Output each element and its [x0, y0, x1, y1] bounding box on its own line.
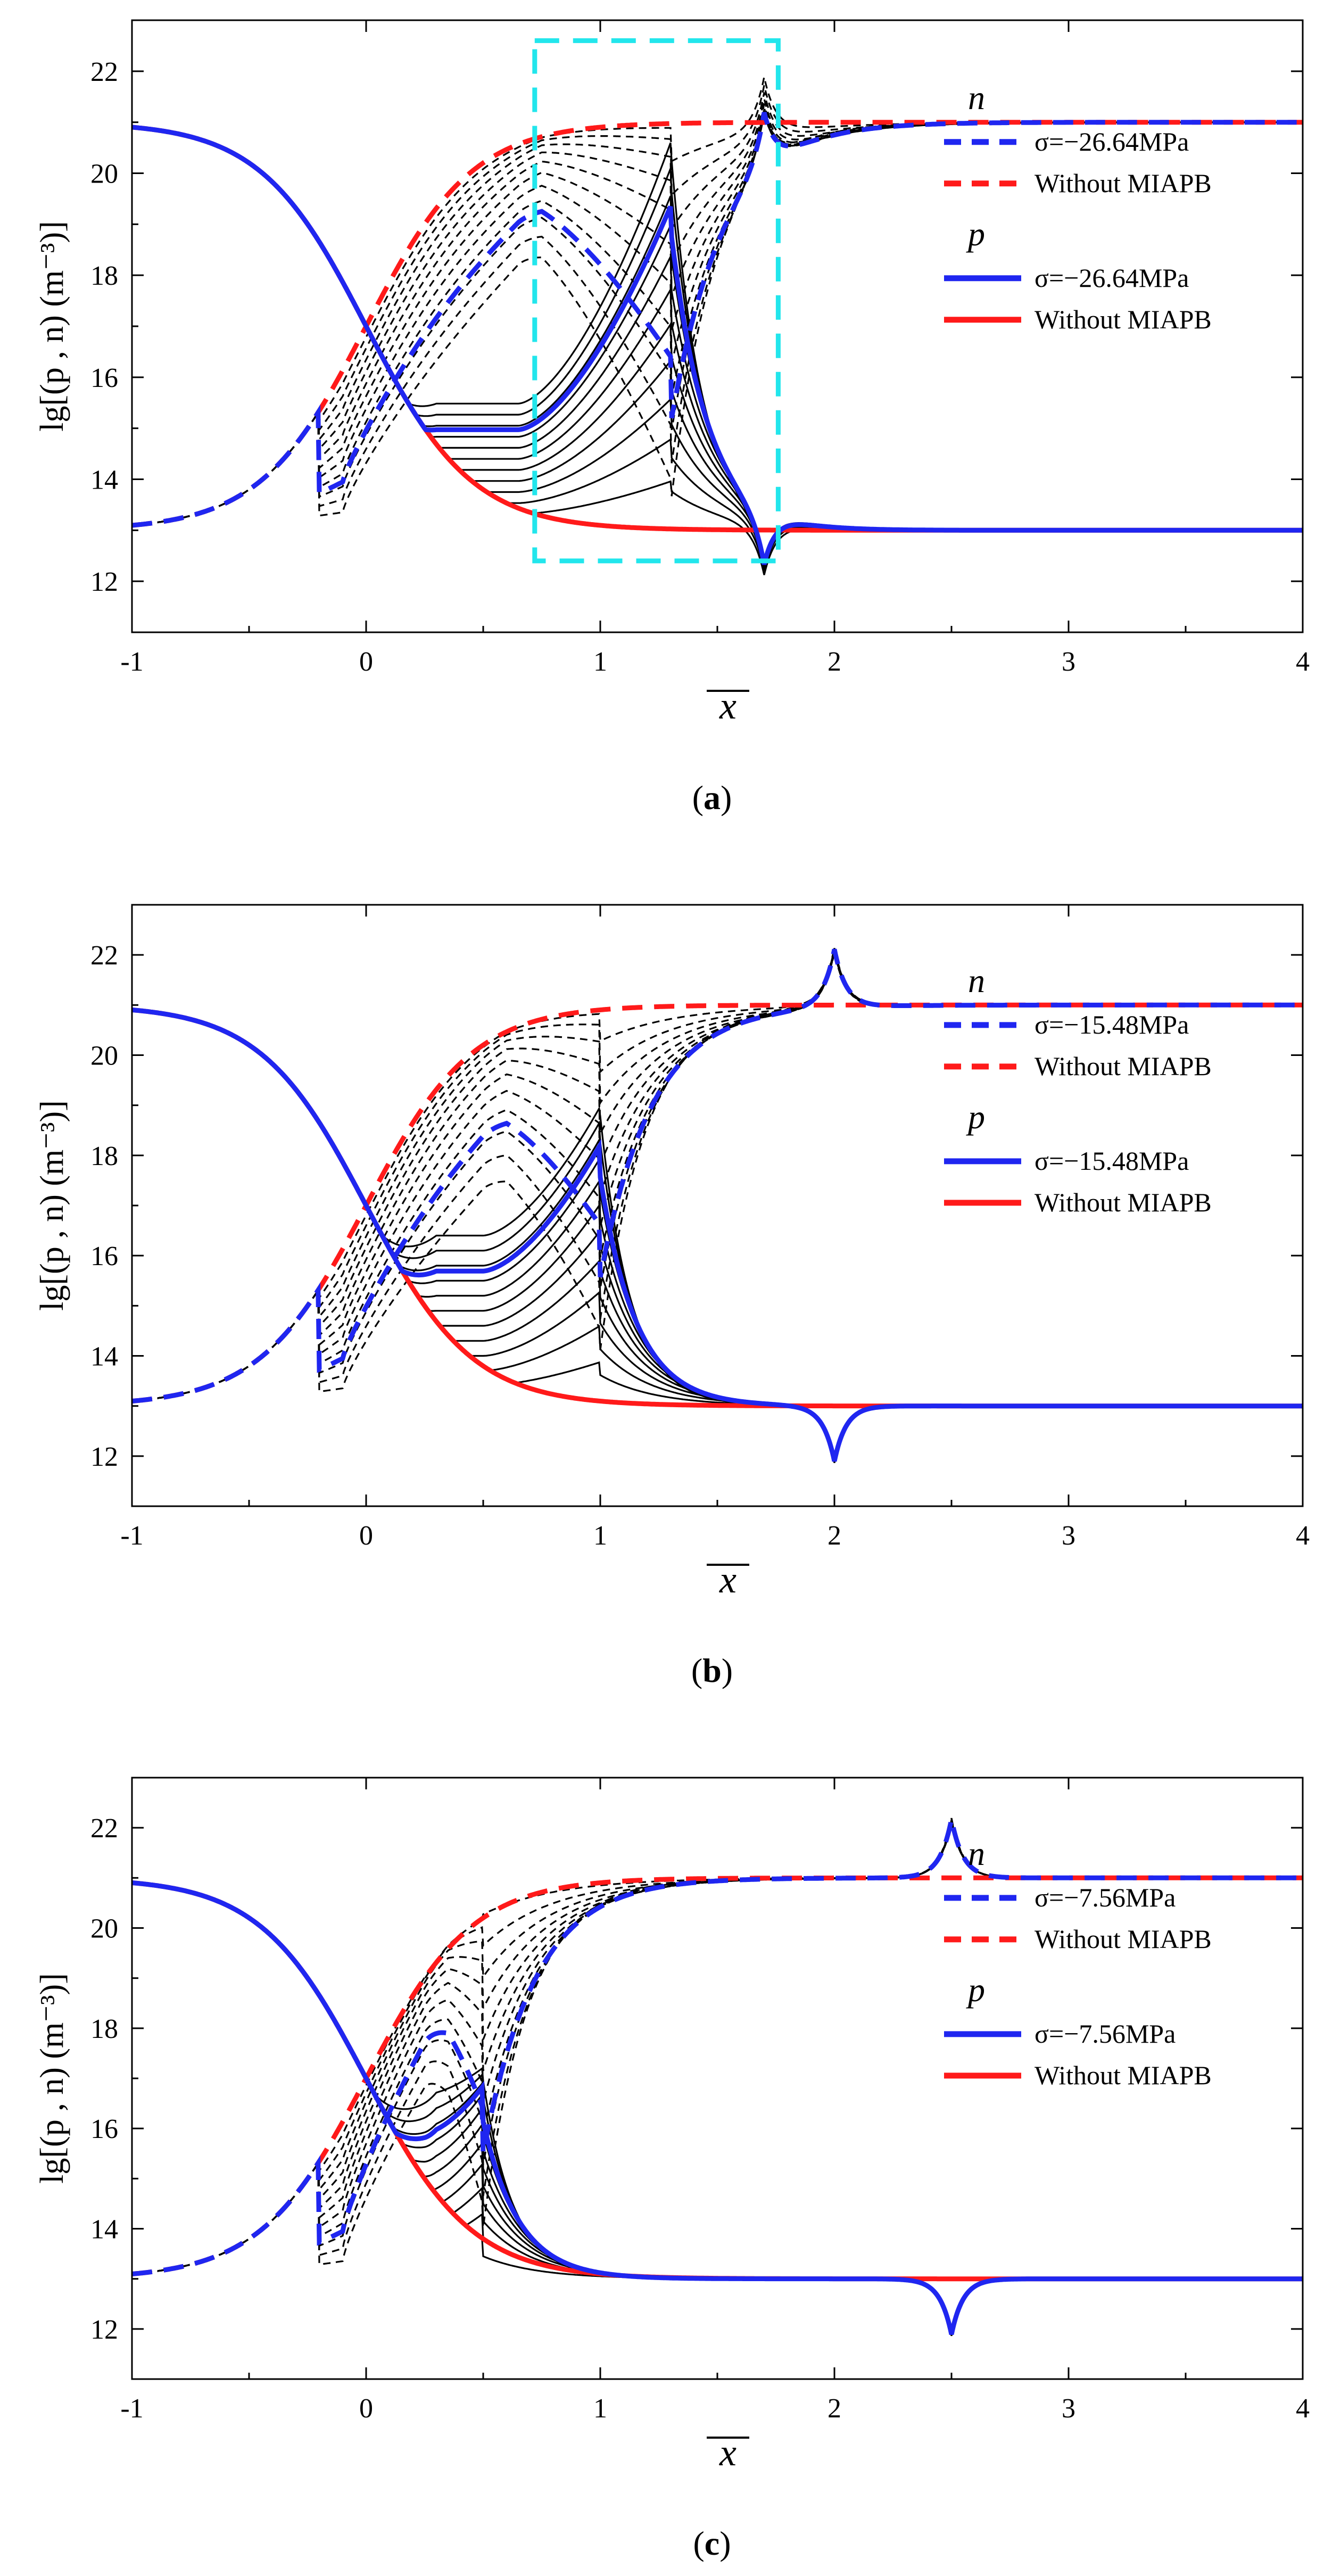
- x-tick-label: -1: [120, 2393, 143, 2424]
- x-tick-label: 0: [359, 1521, 373, 1551]
- legend-n-var: n: [968, 79, 985, 117]
- x-tick-label: 1: [593, 1521, 607, 1551]
- legend-p-var: p: [966, 215, 985, 253]
- legend: n σ=−7.56MPa Without MIAPB p σ=−7.56MPa Witho…: [944, 1835, 1212, 2090]
- n-family-series: [132, 107, 1303, 526]
- n-baseline-series: [132, 1002, 1303, 1403]
- y-tick-label: 20: [90, 1041, 118, 1071]
- y-axis-label: lg[(p , n) (m⁻³)]: [34, 221, 70, 432]
- panel-caption-letter: a: [704, 779, 721, 816]
- x-tick-label: 1: [593, 2393, 607, 2424]
- x-tick-label: 1: [593, 647, 607, 677]
- legend-p-baseline-label: Without MIAPB: [1035, 1187, 1212, 1217]
- panel-caption: (a): [692, 779, 732, 816]
- x-tick-label: 4: [1296, 1521, 1310, 1551]
- n-baseline-series: [132, 1875, 1303, 2276]
- n-stressed-series: [132, 948, 1303, 1403]
- panel-caption-letter: b: [702, 1652, 722, 1689]
- y-tick-label: 22: [90, 940, 118, 971]
- x-tick-label: 3: [1062, 647, 1075, 677]
- legend-n-stressed-label: σ=−15.48MPa: [1035, 1010, 1189, 1039]
- legend-p-baseline-label: Without MIAPB: [1035, 2060, 1212, 2090]
- y-tick-label: 14: [90, 465, 118, 496]
- x-tick-label: 0: [359, 2393, 373, 2424]
- n-baseline-series: [132, 120, 1303, 528]
- y-tick-label: 18: [90, 2014, 118, 2044]
- legend: n σ=−15.48MPa Without MIAPB p σ=−15.48MPa Wit…: [944, 962, 1212, 1217]
- legend-n-var: n: [968, 1835, 985, 1872]
- y-tick-label: 12: [90, 567, 118, 597]
- y-tick-label: 20: [90, 1914, 118, 1944]
- n-family-series: [132, 77, 1303, 526]
- legend-p-var: p: [966, 1971, 985, 2009]
- legend-n-baseline-label: Without MIAPB: [1035, 1924, 1212, 1954]
- plot-area-a: [132, 77, 1303, 575]
- x-tick-label: 2: [828, 647, 841, 677]
- y-tick-label: 20: [90, 159, 118, 189]
- p-stressed-series: [132, 1008, 1303, 1462]
- legend-n-stressed-label: σ=−7.56MPa: [1035, 1883, 1176, 1912]
- legend: n σ=−26.64MPa Without MIAPB p σ=−26.64MPa Wit…: [944, 79, 1212, 334]
- x-tick-label: -1: [120, 647, 143, 677]
- panel-caption-letter: c: [705, 2524, 719, 2562]
- legend-p-stressed-label: σ=−15.48MPa: [1035, 1146, 1189, 1176]
- legend-p-var: p: [966, 1098, 985, 1136]
- y-tick-label: 14: [90, 1342, 118, 1372]
- y-tick-label: 18: [90, 1141, 118, 1171]
- highlight-box: [532, 38, 781, 564]
- y-tick-label: 22: [90, 57, 118, 87]
- legend-p-stressed-label: σ=−7.56MPa: [1035, 2019, 1176, 2049]
- y-tick-label: 16: [90, 2114, 118, 2144]
- n-family-series: [132, 109, 1303, 526]
- n-family-series: [132, 1820, 1303, 2275]
- n-family-series: [132, 1819, 1303, 2275]
- y-tick-label: 12: [90, 2315, 118, 2345]
- y-tick-label: 16: [90, 363, 118, 393]
- panel-caption: (b): [691, 1652, 733, 1689]
- x-tick-label: 3: [1062, 1521, 1075, 1551]
- y-tick-label: 14: [90, 2215, 118, 2245]
- x-tick-label: 0: [359, 647, 373, 677]
- n-family-series: [132, 85, 1303, 526]
- x-tick-label: 4: [1296, 2393, 1310, 2424]
- legend-n-baseline-label: Without MIAPB: [1035, 1051, 1212, 1081]
- legend-n-stressed-label: σ=−26.64MPa: [1035, 127, 1189, 156]
- y-tick-label: 16: [90, 1241, 118, 1272]
- y-tick-label: 22: [90, 1813, 118, 1844]
- n-family-series: [132, 952, 1303, 1402]
- x-tick-label: -1: [120, 1521, 143, 1551]
- legend-p-stressed-label: σ=−26.64MPa: [1035, 263, 1189, 293]
- n-family-series: [132, 951, 1303, 1402]
- x-tick-label: 2: [828, 1521, 841, 1551]
- x-tick-label: 2: [828, 2393, 841, 2424]
- p-stressed-series: [132, 125, 1303, 565]
- y-tick-label: 12: [90, 1442, 118, 1472]
- legend-n-baseline-label: Without MIAPB: [1035, 168, 1212, 198]
- legend-p-baseline-label: Without MIAPB: [1035, 304, 1212, 334]
- y-axis-label: lg[(p , n) (m⁻³)]: [34, 1973, 70, 2184]
- p-stressed-series: [132, 1880, 1303, 2335]
- plot-area-b: [132, 947, 1303, 1463]
- panel-caption: (c): [693, 2524, 731, 2562]
- n-family-series: [132, 951, 1303, 1402]
- plot-area-c: [132, 1818, 1303, 2336]
- y-axis-label: lg[(p , n) (m⁻³)]: [34, 1100, 70, 1311]
- n-stressed-series: [132, 1819, 1303, 2276]
- legend-n-var: n: [968, 962, 985, 1000]
- x-tick-label: 3: [1062, 2393, 1075, 2424]
- x-tick-label: 4: [1296, 647, 1310, 677]
- y-tick-label: 18: [90, 261, 118, 291]
- n-family-series: [132, 947, 1303, 1402]
